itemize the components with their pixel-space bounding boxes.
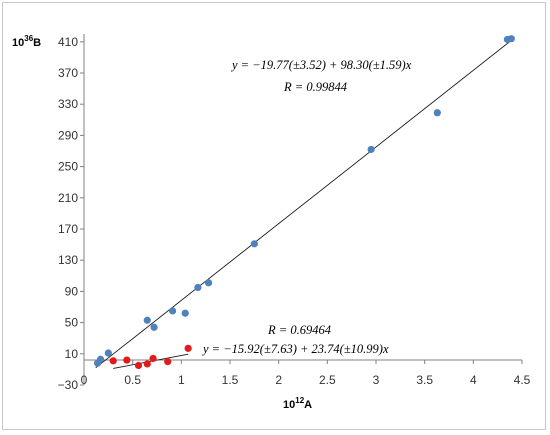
data-point-blue: [96, 355, 105, 363]
data-point-blue: [204, 279, 213, 287]
data-point-blue: [104, 349, 112, 357]
y-tick-label: 330: [58, 97, 78, 111]
data-point-blue: [507, 35, 515, 43]
data-point-red: [143, 360, 151, 368]
data-point-red: [184, 344, 192, 352]
x-tick-label: 2.5: [319, 373, 336, 387]
y-tick-label: 170: [58, 222, 78, 236]
x-tick-label: 0: [81, 373, 88, 387]
fit-equation-red: y = −15.92(±7.63) + 23.74(±10.99)x: [201, 342, 389, 356]
data-point-red: [109, 357, 117, 365]
x-tick-label: 1: [178, 373, 185, 387]
y-axis-title: 1036B: [12, 34, 41, 49]
data-point-blue: [433, 109, 441, 117]
fit-line-red: [113, 353, 189, 369]
fit-line-blue: [95, 37, 515, 369]
data-point-blue: [143, 316, 151, 324]
y-tick-label: 90: [65, 284, 79, 298]
correlation-blue: R = 0.99844: [283, 80, 347, 94]
x-tick-label: 4.5: [514, 373, 531, 387]
data-point-blue: [181, 309, 189, 317]
data-point-blue: [194, 283, 202, 292]
x-axis-title: 1012A: [283, 396, 312, 411]
x-axis-ticks: 0 0.5 1 1.5 2 2.5 3 3.5 4 4.5: [81, 360, 531, 387]
data-point-blue: [250, 240, 258, 248]
data-point-blue: [150, 323, 158, 331]
x-tick-label: 3.5: [416, 373, 433, 387]
fit-lines: [95, 37, 515, 369]
fit-equation-blue: y = −19.77(±3.52) + 98.30(±1.59)x: [230, 58, 412, 72]
x-tick-label: 2: [275, 373, 282, 387]
data-point-red: [123, 356, 131, 364]
correlation-red: R = 0.69464: [267, 323, 331, 337]
x-tick-label: 1.5: [222, 373, 239, 387]
chart-frame: [2, 2, 546, 430]
x-tick-label: 4: [470, 373, 477, 387]
y-tick-label: 290: [58, 128, 78, 142]
data-point-red: [149, 354, 157, 363]
y-tick-label: 130: [58, 253, 78, 267]
x-tick-label: 3: [373, 373, 380, 387]
y-tick-label: 250: [58, 160, 78, 174]
y-tick-label: 210: [58, 191, 78, 205]
y-tick-label: 410: [58, 35, 78, 49]
data-point-blue: [168, 307, 177, 315]
y-axis-ticks: −30 10 50 90 130 170 210 250 290 330 370 410: [58, 35, 84, 392]
data-point-red: [134, 361, 143, 370]
data-point-red: [164, 358, 172, 366]
y-tick-label: 370: [58, 66, 78, 80]
data-points: [94, 35, 515, 370]
data-point-blue: [367, 145, 375, 154]
y-tick-label: −30: [58, 378, 79, 392]
y-tick-label: 50: [65, 316, 79, 330]
y-tick-label: 10: [65, 347, 79, 361]
x-tick-label: 0.5: [124, 373, 141, 387]
